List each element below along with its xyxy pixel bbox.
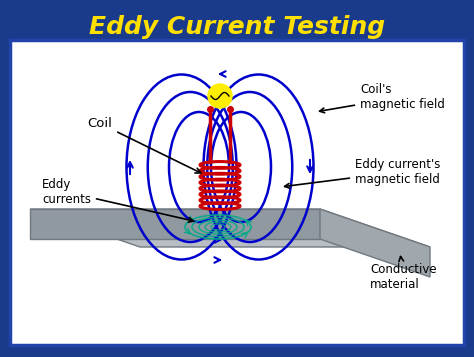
Polygon shape xyxy=(320,209,430,277)
Text: Eddy Current Testing: Eddy Current Testing xyxy=(89,15,385,39)
Polygon shape xyxy=(30,209,320,239)
Text: Coil's
magnetic field: Coil's magnetic field xyxy=(319,83,445,113)
Text: Eddy
currents: Eddy currents xyxy=(42,178,193,222)
Circle shape xyxy=(208,84,232,108)
Polygon shape xyxy=(30,209,430,247)
Text: Coil: Coil xyxy=(88,117,201,173)
Text: Eddy current's
magnetic field: Eddy current's magnetic field xyxy=(284,158,440,188)
Text: Conductive
material: Conductive material xyxy=(370,256,437,291)
FancyBboxPatch shape xyxy=(10,40,464,345)
